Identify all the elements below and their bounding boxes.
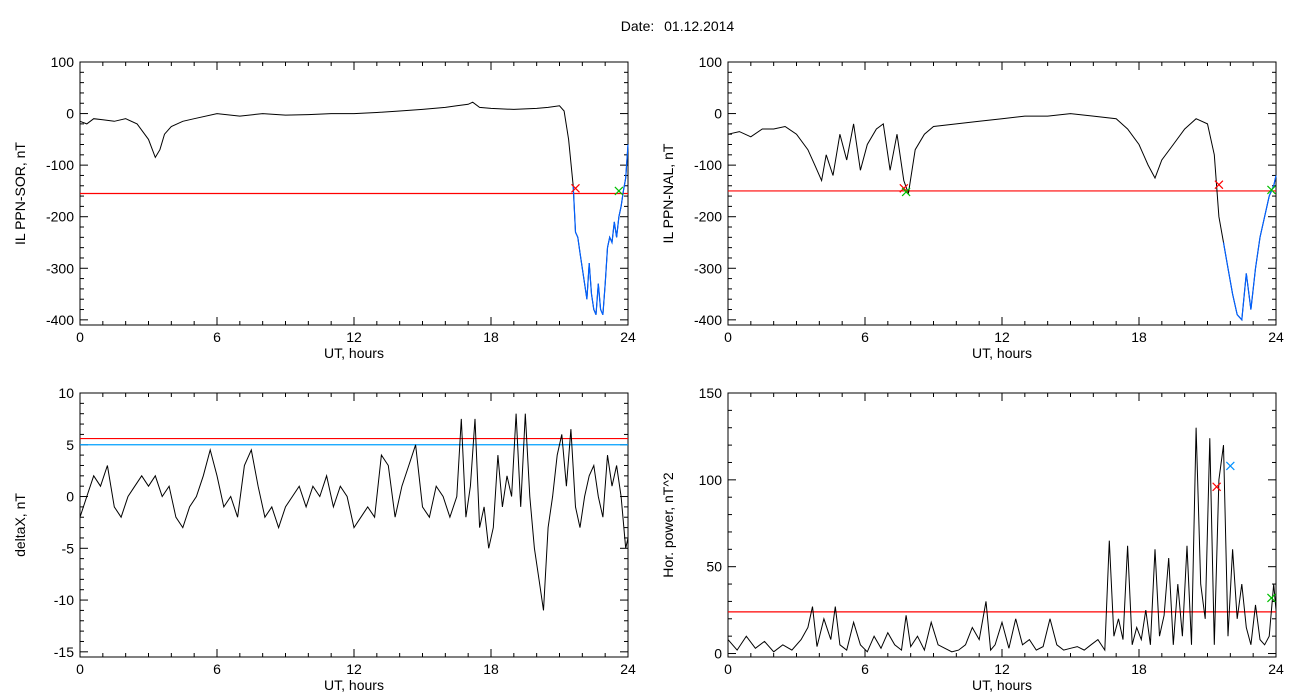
x-tick-label: 24 xyxy=(1268,329,1284,345)
y-tick-label: 0 xyxy=(66,489,74,505)
x-tick-label: 18 xyxy=(1131,661,1147,677)
marker-red xyxy=(1212,482,1222,492)
x-tick-label: 12 xyxy=(994,661,1010,677)
series-line xyxy=(79,413,629,611)
x-tick-label: 24 xyxy=(620,661,636,677)
date-label: Date: xyxy=(620,18,655,34)
chart-panel-deltax: 0 6 12 18 24 10 5 0 -5 -10 -15 UT, hours deltaX, nT xyxy=(12,385,636,693)
date-value: 01.12.2014 xyxy=(664,18,735,34)
y-tick-label: 150 xyxy=(699,385,723,401)
figure-title: Date: 01.12.2014 xyxy=(0,18,1300,34)
highlight-segment xyxy=(1222,175,1277,322)
x-tick-label: 0 xyxy=(724,329,732,345)
x-tick-label: 0 xyxy=(76,661,84,677)
x-tick-label: 0 xyxy=(76,329,84,345)
y-tick-label: -100 xyxy=(694,157,722,173)
y-tick-label: 10 xyxy=(58,385,74,401)
y-tick-label: -100 xyxy=(46,157,74,173)
y-tick-label: 100 xyxy=(699,54,723,70)
y-tick-label: -10 xyxy=(54,592,74,608)
marker-green xyxy=(1267,593,1276,603)
y-tick-label: 50 xyxy=(706,559,722,575)
series-line xyxy=(727,427,1277,653)
x-tick-label: 0 xyxy=(724,661,732,677)
y-tick-label: -400 xyxy=(694,312,722,328)
y-axis-label: IL PPN-SOR, nT xyxy=(12,142,28,245)
chart-panel-nal: 0 6 12 18 24 100 0 -100 -200 -300 -400 UT, hours IL … xyxy=(660,54,1284,361)
y-tick-label: 100 xyxy=(51,54,75,70)
marker-red xyxy=(571,183,580,193)
x-tick-label: 24 xyxy=(1268,661,1284,677)
x-axis-label: UT, hours xyxy=(324,677,384,693)
x-axis-label: UT, hours xyxy=(324,345,384,361)
marker-green xyxy=(1267,185,1276,195)
y-tick-label: 0 xyxy=(714,106,722,122)
marker-blue xyxy=(1225,461,1235,471)
plot-frame xyxy=(727,61,1277,326)
x-tick-label: 6 xyxy=(213,661,221,677)
plot-frame xyxy=(79,392,629,658)
y-tick-label: -5 xyxy=(62,540,75,556)
y-axis-label: deltaX, nT xyxy=(12,493,28,557)
y-tick-label: 100 xyxy=(699,472,723,488)
chart-panel-sor: 0 6 12 18 24 100 0 -100 -200 -300 -400 UT, hours IL … xyxy=(12,54,636,361)
series-line xyxy=(727,113,1277,321)
x-tick-label: 6 xyxy=(213,329,221,345)
y-tick-label: -300 xyxy=(46,260,74,276)
y-tick-label: -300 xyxy=(694,260,722,276)
x-tick-label: 6 xyxy=(861,329,869,345)
y-tick-label: -200 xyxy=(694,209,722,225)
x-tick-label: 18 xyxy=(483,329,499,345)
y-tick-label: 0 xyxy=(714,646,722,662)
y-tick-label: -400 xyxy=(46,312,74,328)
x-tick-label: 18 xyxy=(1131,329,1147,345)
x-axis-label: UT, hours xyxy=(972,345,1032,361)
chart-panel-hor-power: 0 6 12 18 24 150 100 50 0 UT, hours Hor. power, nT… xyxy=(660,385,1284,693)
x-tick-label: 6 xyxy=(861,661,869,677)
x-tick-label: 24 xyxy=(620,329,636,345)
highlight-segment xyxy=(572,144,629,315)
y-tick-label: 0 xyxy=(66,106,74,122)
y-tick-label: -15 xyxy=(54,644,74,660)
x-tick-label: 12 xyxy=(346,329,362,345)
y-tick-label: 5 xyxy=(66,437,74,453)
marker-green xyxy=(901,187,911,197)
x-tick-label: 18 xyxy=(483,661,499,677)
marker-green xyxy=(614,186,624,196)
y-axis-label: Hor. power, nT^2 xyxy=(660,472,676,578)
x-axis-label: UT, hours xyxy=(972,677,1032,693)
y-tick-label: -200 xyxy=(46,209,74,225)
x-tick-label: 12 xyxy=(346,661,362,677)
y-axis-label: IL PPN-NAL, nT xyxy=(660,143,676,243)
x-tick-label: 12 xyxy=(994,329,1010,345)
series-line xyxy=(79,101,629,315)
marker-red xyxy=(1214,180,1224,190)
